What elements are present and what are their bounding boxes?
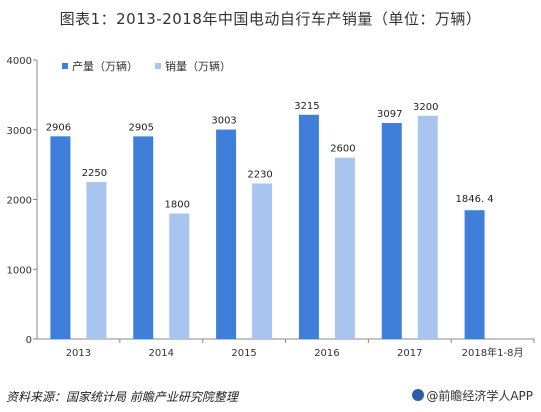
data-label-production: 1846. 4 <box>455 194 493 205</box>
bar-sales <box>86 182 107 339</box>
data-label-sales: 2600 <box>330 144 355 155</box>
y-tick-label: 0 <box>26 335 32 346</box>
bar-production <box>381 122 402 339</box>
legend-label: 产量（万辆） <box>72 59 138 73</box>
x-tick-label: 2017 <box>397 348 422 359</box>
x-tick-label: 2018年1-8月 <box>462 346 524 359</box>
y-tick-label: 1000 <box>7 265 32 276</box>
data-label-production: 2906 <box>46 122 71 133</box>
data-label-sales: 3200 <box>413 102 438 113</box>
data-label-production: 3097 <box>377 109 402 120</box>
bar-sales <box>169 213 190 339</box>
brand-text: @前瞻经济学人APP <box>426 389 533 403</box>
data-label-production: 3003 <box>211 116 236 127</box>
source-note: 资料来源：国家统计局 前瞻产业研究院整理 <box>6 390 238 404</box>
x-tick-label: 2015 <box>231 348 256 359</box>
x-tick-label: 2016 <box>314 348 339 359</box>
bar-sales <box>334 157 355 339</box>
x-tick-label: 2014 <box>149 348 174 359</box>
bar-production <box>464 210 485 339</box>
bar-sales <box>417 115 438 339</box>
bar-production <box>298 114 319 339</box>
x-tick-label: 2013 <box>66 348 91 359</box>
bar-sales <box>252 183 273 339</box>
y-tick-label: 4000 <box>7 56 32 67</box>
legend-swatch <box>155 63 161 69</box>
brand-logo-icon <box>412 389 425 401</box>
bar-production <box>50 136 71 339</box>
y-tick-label: 3000 <box>7 126 32 137</box>
chart-title: 图表1：2013-2018年中国电动自行车产销量（单位：万辆） <box>59 10 482 28</box>
data-label-sales: 2250 <box>82 168 107 179</box>
brand-credit: @前瞻经济学人APP <box>412 387 533 404</box>
data-label-production: 2905 <box>129 122 154 133</box>
bar-production <box>133 136 154 339</box>
data-label-production: 3215 <box>294 101 319 112</box>
bar-production <box>216 129 237 339</box>
legend-swatch <box>62 63 68 69</box>
data-label-sales: 2230 <box>247 169 272 180</box>
y-tick-label: 2000 <box>7 196 32 207</box>
data-label-sales: 1800 <box>165 199 190 210</box>
legend-label: 销量（万辆） <box>165 59 231 73</box>
